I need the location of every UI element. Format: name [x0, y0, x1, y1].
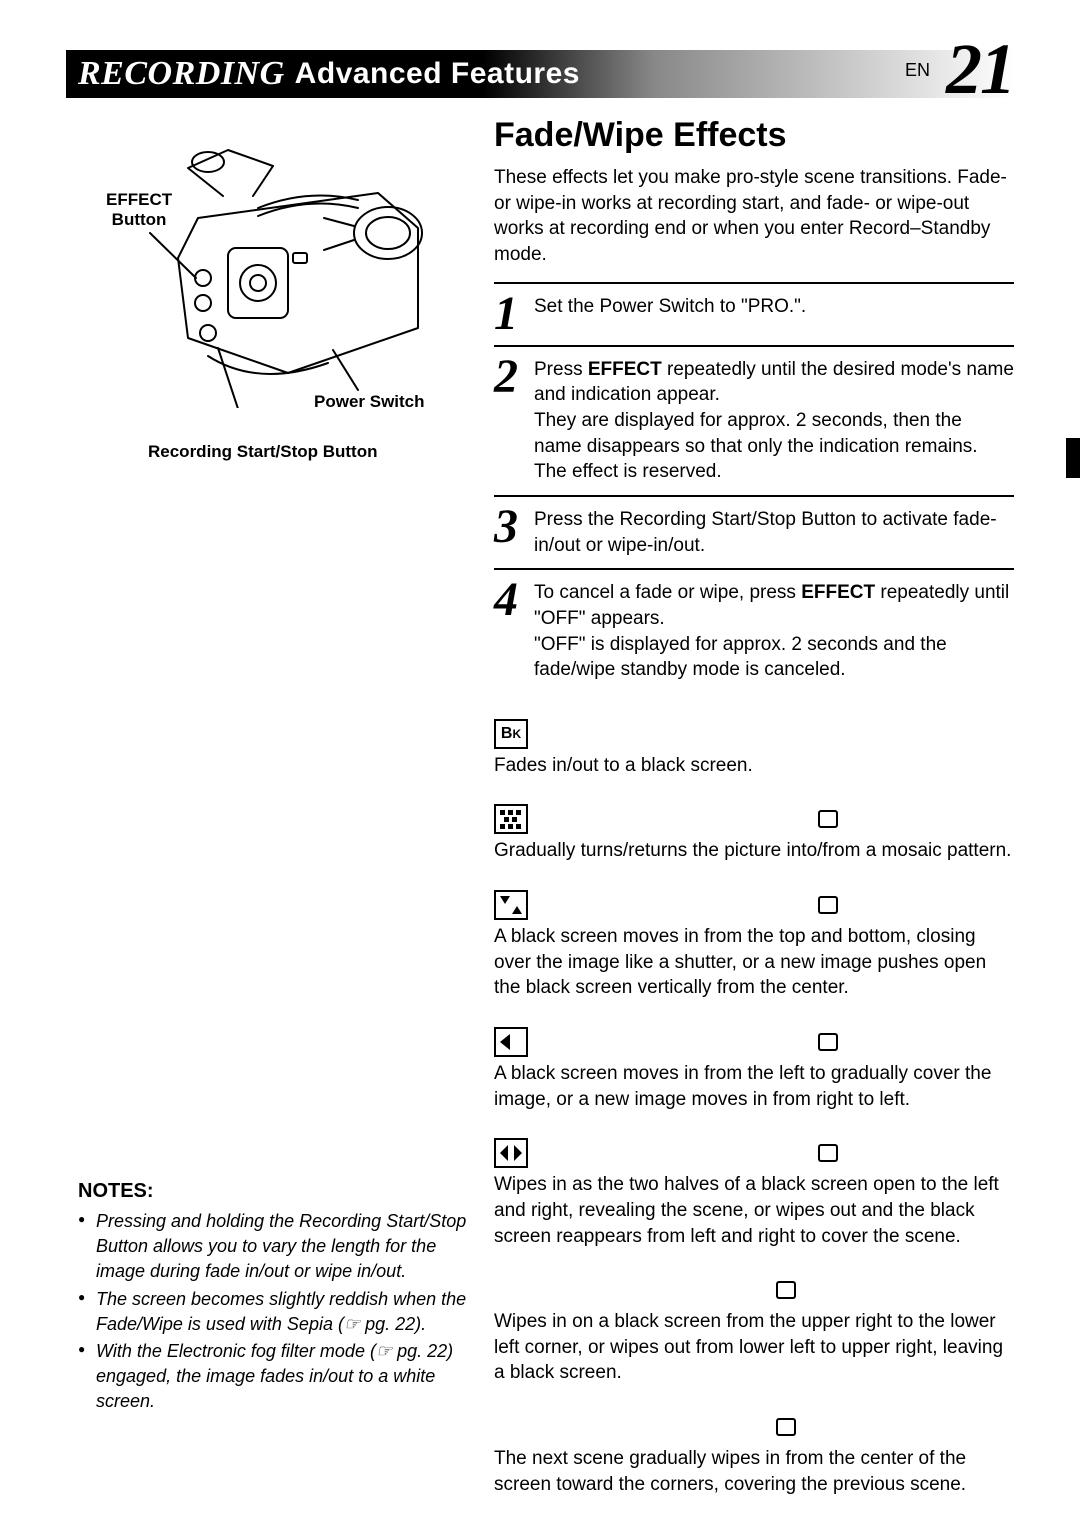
effect-block: A black screen moves in from the top and… [494, 888, 1014, 1001]
effect-desc: Wipes in on a black screen from the uppe… [494, 1309, 1014, 1386]
effect-block: A black screen moves in from the left to… [494, 1025, 1014, 1112]
effect-head [494, 888, 1014, 922]
step-text: Press EFFECT repeatedly until the desire… [534, 355, 1014, 485]
intro-paragraph: These effects let you make pro-style sce… [494, 165, 1014, 268]
header-regular: Advanced Features [295, 57, 580, 91]
notes-item: With the Electronic fog filter mode (☞ p… [78, 1339, 478, 1415]
notes-section: NOTES: Pressing and holding the Recordin… [78, 1180, 478, 1417]
notes-item: Pressing and holding the Recording Start… [78, 1209, 478, 1285]
shutter-icon [494, 890, 528, 920]
effect-block: BK Fades in/out to a black screen. [494, 717, 1014, 779]
step: 2 Press EFFECT repeatedly until the desi… [494, 345, 1014, 495]
effect-head [494, 802, 1014, 836]
step-number: 3 [494, 505, 534, 558]
steps-container: 1 Set the Power Switch to "PRO.".2 Press… [494, 282, 1014, 693]
effect-desc: Wipes in as the two halves of a black sc… [494, 1172, 1014, 1249]
page-lang: EN [905, 60, 930, 81]
effect-head [494, 1136, 1014, 1170]
edge-tab [1066, 438, 1080, 478]
tape-icon [774, 1418, 794, 1436]
effect-block: Gradually turns/returns the picture into… [494, 802, 1014, 864]
section-title: Fade/Wipe Effects [494, 116, 1014, 155]
effect-head [494, 1025, 1014, 1059]
effects-container: BK Fades in/out to a black screen. Gradu… [494, 717, 1014, 1498]
step: 4 To cancel a fade or wipe, press EFFECT… [494, 568, 1014, 693]
step-text: Set the Power Switch to "PRO.". [534, 292, 806, 335]
effect-head: BK [494, 717, 1014, 751]
mosaic-icon [494, 804, 528, 834]
effect-desc: A black screen moves in from the left to… [494, 1061, 1014, 1112]
tape-icon [816, 1144, 836, 1162]
page-number: 21 [946, 28, 1014, 111]
step-text: Press the Recording Start/Stop Button to… [534, 505, 1014, 558]
notes-list: Pressing and holding the Recording Start… [78, 1209, 478, 1415]
effect-desc: A black screen moves in from the top and… [494, 924, 1014, 1001]
step-number: 2 [494, 355, 534, 485]
tape-icon [816, 896, 836, 914]
header-italic: RECORDING [78, 55, 285, 93]
header-bar: RECORDING Advanced Features [66, 50, 1014, 98]
power-switch-label: Power Switch [314, 392, 425, 412]
effect-button-label: EFFECTButton [106, 190, 172, 230]
effect-head [494, 1410, 1014, 1444]
notes-heading: NOTES: [78, 1180, 478, 1203]
step: 1 Set the Power Switch to "PRO.". [494, 282, 1014, 345]
record-button-label: Recording Start/Stop Button [148, 442, 377, 462]
step: 3 Press the Recording Start/Stop Button … [494, 495, 1014, 568]
camera-diagram [78, 138, 458, 408]
notes-item: The screen becomes slightly reddish when… [78, 1287, 478, 1337]
tape-icon [774, 1281, 794, 1299]
step-number: 1 [494, 292, 534, 335]
effect-block: Wipes in on a black screen from the uppe… [494, 1273, 1014, 1386]
tape-icon [816, 1033, 836, 1051]
left-column: EFFECTButton Power Switch Recording Star… [78, 138, 478, 413]
right-column: Fade/Wipe Effects These effects let you … [494, 116, 1014, 1497]
effect-block: The next scene gradually wipes in from t… [494, 1410, 1014, 1497]
effect-desc: Fades in/out to a black screen. [494, 753, 1014, 779]
effect-head [494, 1273, 1014, 1307]
tape-icon [816, 810, 836, 828]
slide-icon [494, 1027, 528, 1057]
step-number: 4 [494, 578, 534, 683]
step-text: To cancel a fade or wipe, press EFFECT r… [534, 578, 1014, 683]
bk-icon: BK [494, 719, 528, 749]
effect-desc: The next scene gradually wipes in from t… [494, 1446, 1014, 1497]
effect-block: Wipes in as the two halves of a black sc… [494, 1136, 1014, 1249]
door-icon [494, 1138, 528, 1168]
effect-desc: Gradually turns/returns the picture into… [494, 838, 1014, 864]
